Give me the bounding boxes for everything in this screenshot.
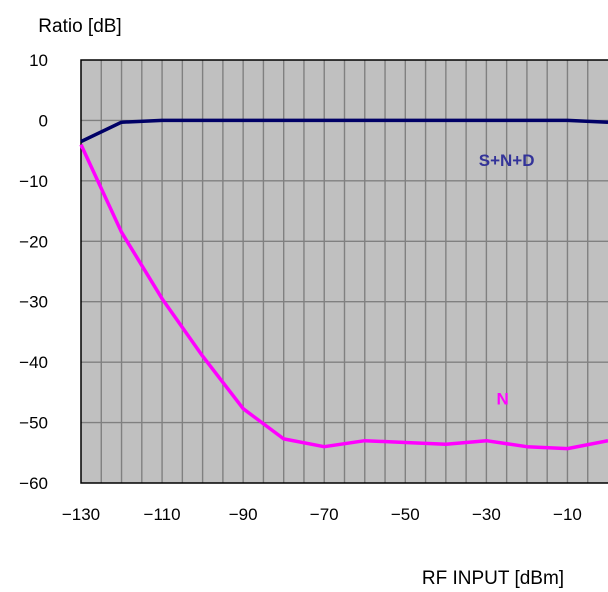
x-tick-label: −90	[229, 505, 258, 524]
x-tick-label: −10	[553, 505, 582, 524]
x-tick-label: −50	[391, 505, 420, 524]
y-tick-label: −10	[19, 172, 48, 191]
y-tick-label: 0	[39, 111, 48, 130]
x-tick-label: −110	[144, 505, 181, 524]
y-tick-label: −50	[19, 414, 48, 433]
y-tick-label: −40	[19, 353, 48, 372]
series-label: N	[496, 389, 508, 408]
x-axis-title: RF INPUT [dBm]	[422, 568, 564, 589]
y-tick-label: −30	[19, 293, 48, 312]
y-tick-label: −20	[19, 232, 48, 251]
series-label: S+N+D	[479, 151, 535, 170]
x-tick-label: −30	[472, 505, 501, 524]
x-tick-label: −130	[62, 505, 100, 524]
y-axis-title: Ratio [dB]	[38, 16, 121, 37]
y-tick-label: 10	[29, 51, 48, 70]
y-tick-label: −60	[19, 474, 48, 493]
x-tick-label: −70	[310, 505, 339, 524]
x-tick-labels: −130 −110 −90 −70 −50 −30 −10	[62, 505, 582, 524]
y-tick-labels: 10 0 −10 −20 −30 −40 −50 −60	[19, 51, 48, 493]
